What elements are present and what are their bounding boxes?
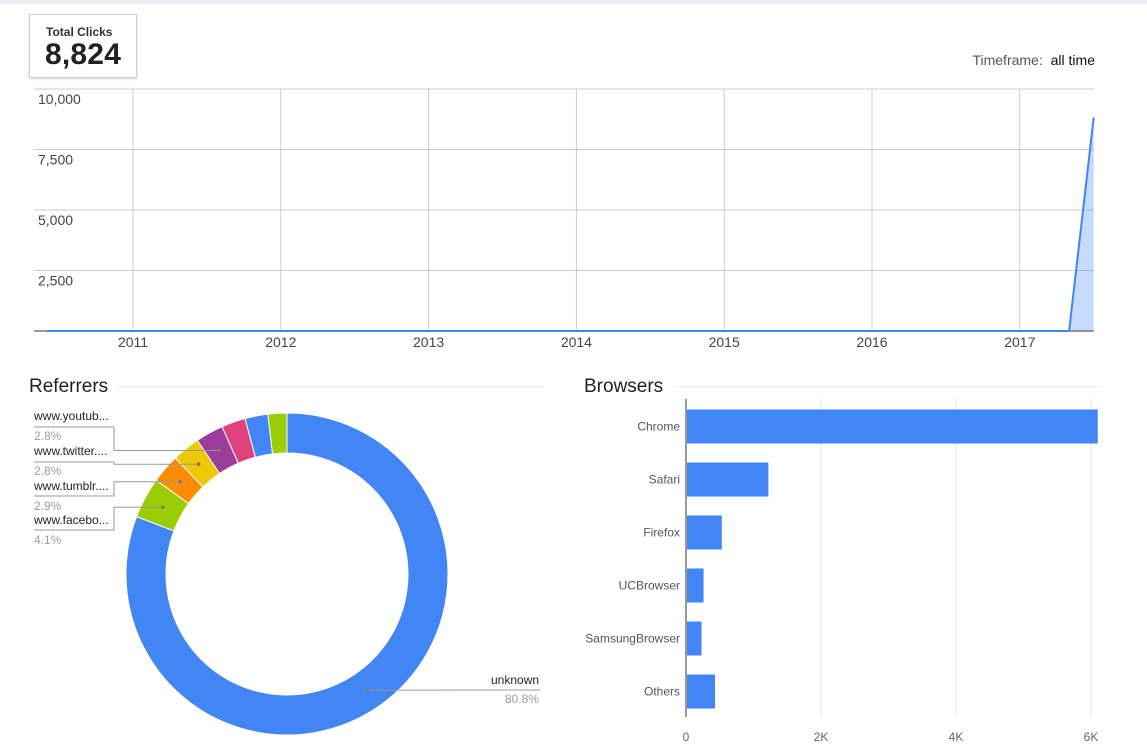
bar-x-tick-label: 4K xyxy=(949,730,964,744)
browser-label: UCBrowser xyxy=(619,579,680,593)
y-tick-label: 5,000 xyxy=(38,212,73,228)
referrer-leader-dot xyxy=(196,462,201,467)
browser-bar xyxy=(687,515,722,550)
referrer-slice xyxy=(125,412,449,736)
referrer-leader-dot xyxy=(365,688,369,692)
referrer-label: www.twitter.... xyxy=(33,444,107,458)
browser-label: Safari xyxy=(649,473,680,487)
referrer-slice xyxy=(267,412,288,455)
x-tick-label: 2013 xyxy=(413,334,444,350)
timeframe-label: Timeframe: xyxy=(972,52,1043,68)
total-clicks-value: 8,824 xyxy=(45,38,122,71)
referrer-percent: 80.8% xyxy=(505,692,539,706)
x-tick-label: 2016 xyxy=(856,334,887,350)
referrer-leader-dot xyxy=(178,479,183,484)
browser-bar xyxy=(687,674,716,709)
browser-bar xyxy=(687,462,769,497)
total-clicks-card: Total Clicks 8,824 xyxy=(29,14,137,78)
x-tick-label: 2015 xyxy=(709,334,740,350)
clicks-line xyxy=(46,117,1095,332)
total-clicks-label: Total Clicks xyxy=(46,25,113,39)
y-tick-label: 10,000 xyxy=(38,91,81,107)
referrer-leader-dot xyxy=(161,505,165,510)
referrer-label: unknown xyxy=(491,673,539,687)
referrer-label: www.tumblr.... xyxy=(33,479,109,493)
browser-bar xyxy=(687,568,704,603)
bar-x-tick-label: 0 xyxy=(683,730,690,744)
referrer-percent: 2.8% xyxy=(34,464,62,478)
x-tick-label: 2017 xyxy=(1004,334,1035,350)
referrer-leader-line xyxy=(34,461,199,465)
timeframe-value[interactable]: all time xyxy=(1050,52,1095,68)
referrer-percent: 2.8% xyxy=(34,429,62,443)
x-tick-label: 2012 xyxy=(265,334,296,350)
bar-x-tick-label: 2K xyxy=(814,730,829,744)
y-tick-label: 7,500 xyxy=(38,152,73,168)
x-tick-label: 2014 xyxy=(561,334,592,350)
bar-x-tick-label: 6K xyxy=(1084,730,1099,744)
x-tick-label: 2011 xyxy=(118,334,148,350)
referrer-leader-line xyxy=(34,426,220,451)
browser-label: SamsungBrowser xyxy=(585,632,680,646)
referrer-leader-line xyxy=(34,506,163,531)
y-tick-label: 2,500 xyxy=(38,273,73,289)
browser-bar xyxy=(687,409,1098,444)
browsers-title: Browsers xyxy=(584,376,664,397)
referrers-donut-chart: unknown 80.8% www.facebo... 4.1% www.tumblr.… xyxy=(33,409,541,736)
top-bar xyxy=(0,0,1147,4)
referrer-percent: 2.9% xyxy=(34,499,62,513)
referrer-label: www.facebo... xyxy=(33,513,109,527)
referrer-percent: 4.1% xyxy=(34,533,62,547)
browser-label: Others xyxy=(644,685,680,699)
browsers-bar-chart: 0 2K 4K 6K Chrome Safari Firefox UCBrowser Samsu… xyxy=(585,399,1098,744)
referrer-label: www.youtub... xyxy=(33,409,109,423)
referrer-leader-line xyxy=(34,481,181,497)
browser-label: Chrome xyxy=(637,420,680,434)
clicks-timeline-chart: 2,500 5,000 7,500 10,000 2011 2012 2013 2014 201… xyxy=(34,88,1095,350)
referrers-title: Referrers xyxy=(29,376,109,397)
timeframe-selector[interactable]: Timeframe: all time xyxy=(972,52,1095,68)
browser-label: Firefox xyxy=(643,526,680,540)
browser-bar xyxy=(687,621,702,656)
referrer-leader-dot xyxy=(217,448,221,453)
